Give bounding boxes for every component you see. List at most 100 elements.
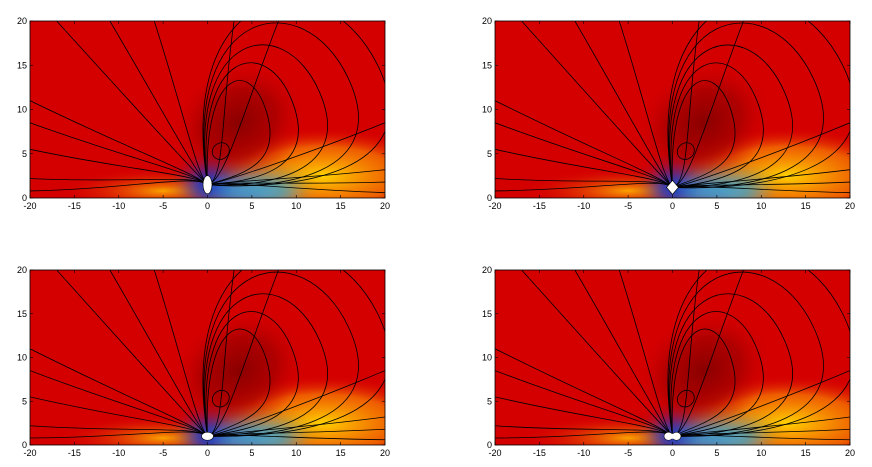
streamline-right: [672, 370, 850, 437]
streamline-loop: [205, 62, 299, 186]
streamline-right: [207, 21, 279, 186]
streamline-right: [672, 169, 850, 188]
streamline-right: [207, 169, 385, 186]
streamline-loop: [202, 21, 385, 187]
x-tick-label: -15: [68, 201, 81, 211]
x-tick-label: -20: [488, 448, 501, 458]
y-tick-label: 20: [482, 265, 492, 275]
streamline-left: [30, 425, 208, 437]
streamline-loop: [668, 22, 824, 189]
x-tick-label: 15: [801, 201, 811, 211]
y-tick-label: 20: [482, 16, 492, 26]
x-tick-label: -20: [23, 448, 36, 458]
x-tick-label: 0: [205, 201, 210, 211]
streamlines: [30, 21, 385, 194]
x-tick-label: -10: [577, 201, 590, 211]
streamline-left: [109, 21, 208, 186]
streamline-loop: [671, 328, 736, 437]
x-tick-label: 5: [714, 448, 719, 458]
streamline-left: [495, 178, 673, 188]
panel-top-left: -20 -15 -10 -5 0 5 10 15 20 0 5 10 15 20: [17, 16, 390, 211]
streamline-right: [207, 416, 385, 437]
streamline-left: [618, 21, 673, 188]
streamline-loop: [202, 270, 385, 437]
streamline-left: [56, 270, 208, 437]
y-tick-label: 15: [482, 309, 492, 319]
heatmap-field: [30, 270, 385, 445]
streamline-left: [574, 21, 673, 188]
obstacle-shape: [202, 175, 213, 195]
streamline-left: [495, 148, 673, 188]
x-tick-label: -5: [159, 448, 167, 458]
streamline-loop: [667, 270, 850, 437]
streamline-inner-loop: [676, 389, 695, 408]
y-tick-label: 5: [487, 149, 492, 159]
y-tick-label: 5: [22, 149, 27, 159]
streamline-inner-loop: [676, 142, 695, 160]
streamline-right: [207, 270, 235, 437]
x-tick-label: -5: [159, 201, 167, 211]
x-tick-label: -20: [488, 201, 501, 211]
y-tick-label: 0: [487, 440, 492, 450]
streamline-left: [521, 270, 673, 437]
y-tick-label: 15: [17, 60, 27, 70]
x-tick-label: 20: [845, 448, 855, 458]
y-tick-label: 5: [22, 396, 27, 406]
x-tick-label: 15: [336, 201, 346, 211]
panel-bottom-left: -20 -15 -10 -5 0 5 10 15 20 0 5 10 15 20: [17, 265, 390, 458]
streamline-right: [672, 122, 850, 188]
streamline-right: [672, 416, 850, 437]
x-tick-label: 0: [670, 201, 675, 211]
streamline-right: [672, 21, 700, 188]
x-tick-label: 15: [336, 448, 346, 458]
streamline-loop: [669, 293, 793, 437]
y-tick-label: 20: [17, 16, 27, 26]
heatmap-field: [495, 21, 850, 198]
streamline-loop: [671, 80, 736, 188]
streamline-right: [672, 21, 744, 188]
x-tick-label: -5: [624, 201, 632, 211]
heatmap-field: [30, 21, 385, 198]
y-tick-label: 10: [482, 105, 492, 115]
x-tick-label: 10: [756, 201, 766, 211]
streamline-right: [207, 370, 385, 437]
x-tick-label: 0: [670, 448, 675, 458]
streamline-loop: [668, 271, 824, 437]
streamline-loop: [206, 328, 271, 437]
streamline-left: [618, 270, 673, 437]
x-tick-label: -15: [533, 201, 546, 211]
streamline-left: [153, 270, 208, 437]
streamline-left: [30, 100, 208, 186]
x-tick-label: 5: [249, 448, 254, 458]
streamline-left: [30, 396, 208, 437]
streamline-left: [153, 21, 208, 186]
y-tick-label: 10: [17, 105, 27, 115]
x-tick-label: 20: [845, 201, 855, 211]
streamline-left: [30, 148, 208, 186]
streamline-loop: [667, 21, 850, 189]
streamline-loop: [206, 80, 271, 186]
streamline-right: [207, 122, 385, 186]
x-tick-label: 10: [756, 448, 766, 458]
x-tick-label: 10: [291, 448, 301, 458]
streamline-left: [495, 348, 673, 437]
streamline-left: [56, 21, 208, 186]
streamline-left: [521, 21, 673, 188]
y-tick-label: 0: [22, 440, 27, 450]
obstacle-shape: [201, 431, 214, 441]
x-tick-label: 10: [291, 201, 301, 211]
obstacle-shape: [663, 431, 682, 441]
y-tick-label: 0: [22, 193, 27, 203]
y-tick-label: 10: [482, 353, 492, 363]
y-tick-label: 0: [487, 193, 492, 203]
heatmap-field: [495, 270, 850, 445]
streamline-loop: [204, 293, 328, 437]
x-tick-label: 5: [714, 201, 719, 211]
panel-top-right: -20 -15 -10 -5 0 5 10 15 20 0 5 10 15 20: [482, 16, 855, 211]
x-tick-label: -15: [68, 448, 81, 458]
x-tick-label: 0: [205, 448, 210, 458]
streamline-left: [30, 348, 208, 437]
streamline-inner-loop: [211, 142, 230, 160]
